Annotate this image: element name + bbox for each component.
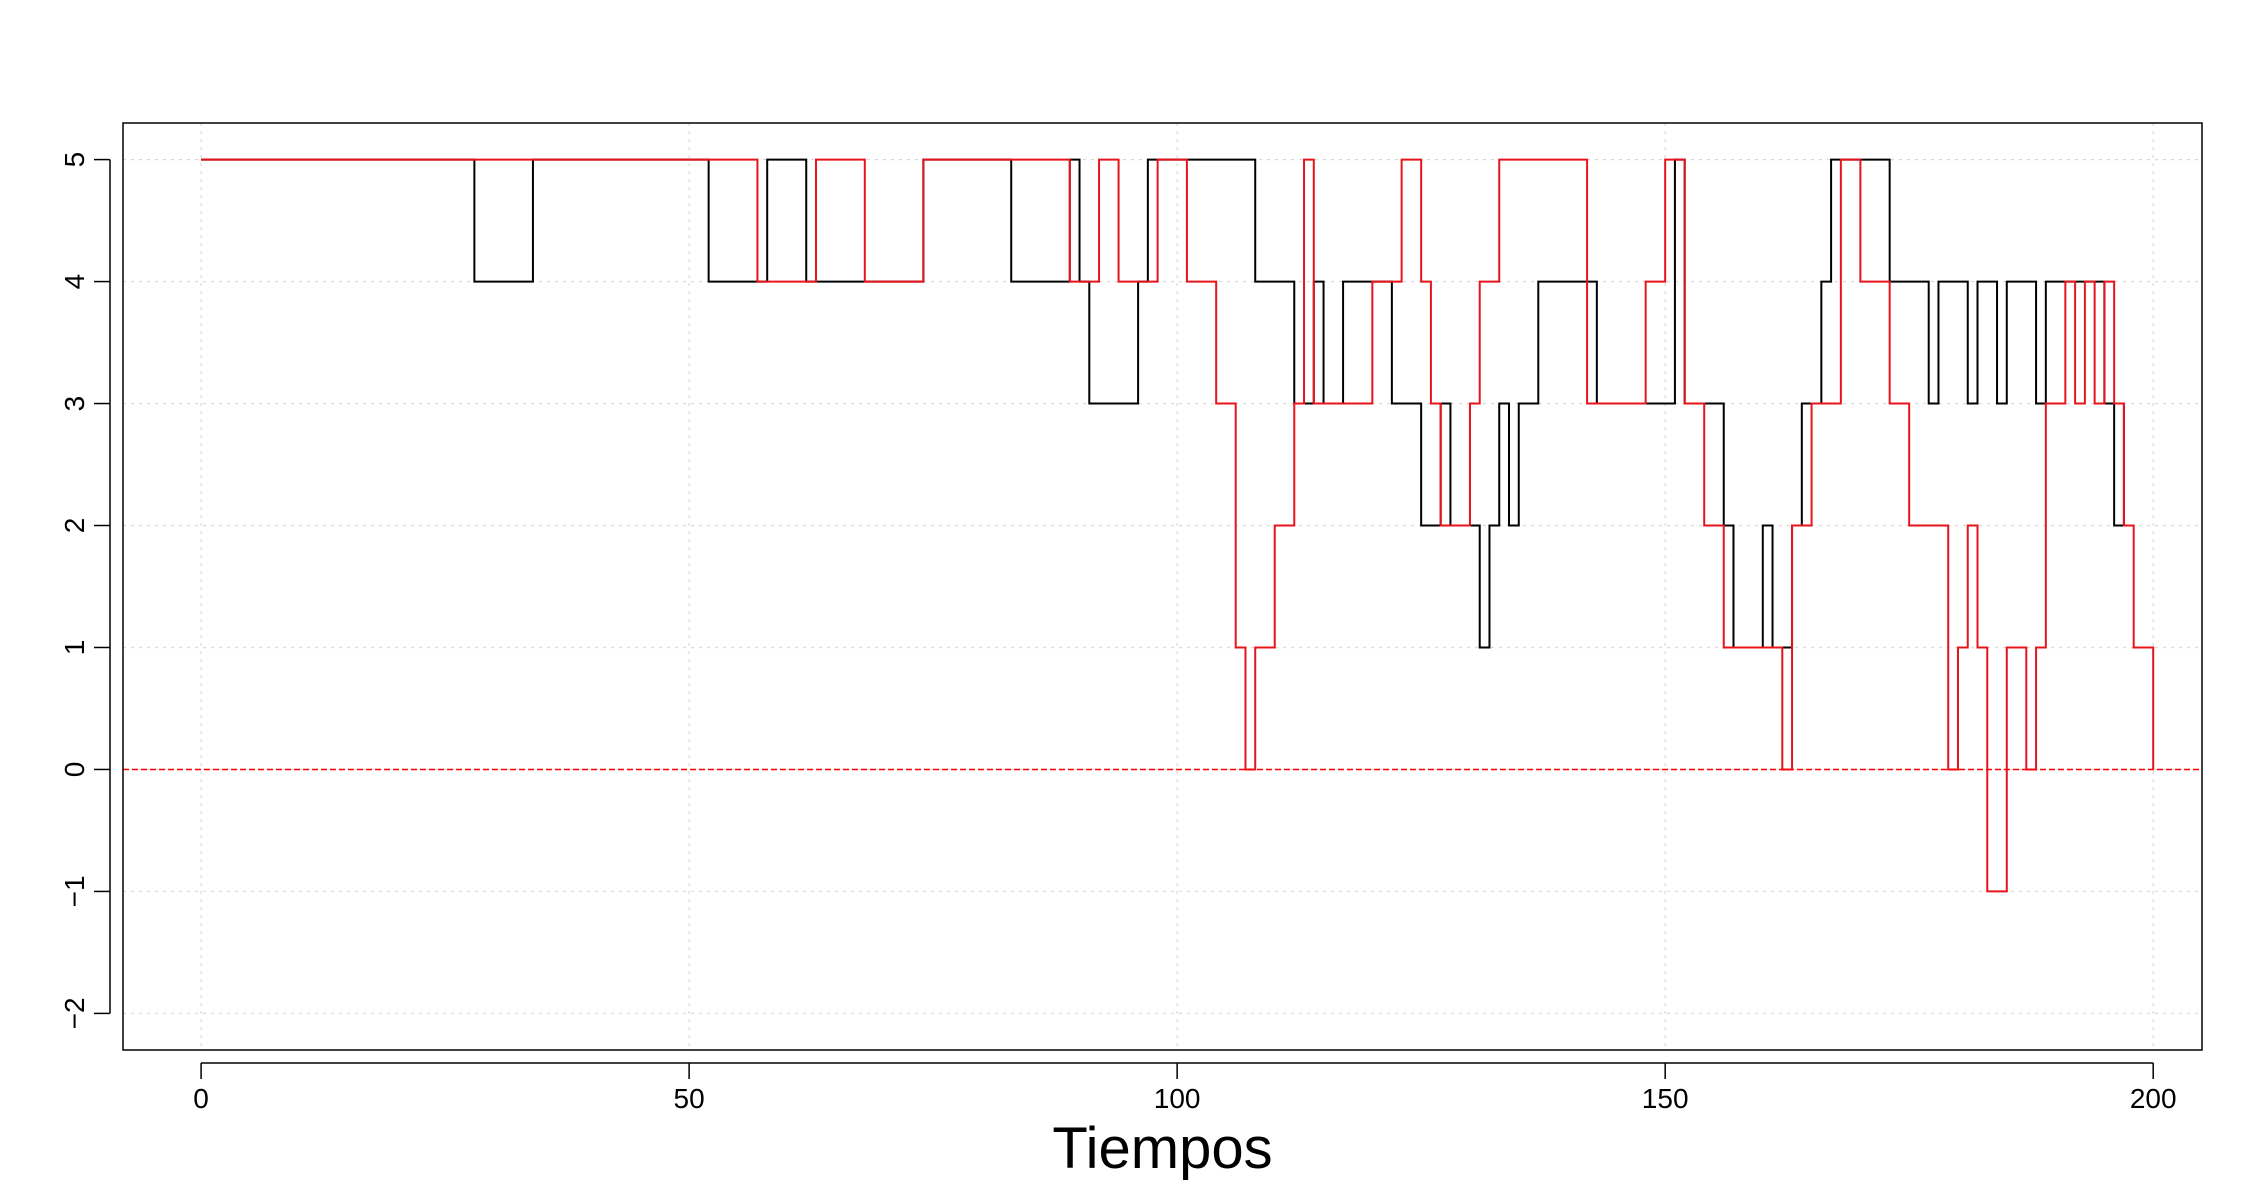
y-tick-label: 4 (59, 274, 90, 290)
plot-frame (122, 122, 2203, 1051)
x-tick-label: 50 (674, 1083, 705, 1114)
y-tick-label: 2 (59, 518, 90, 534)
y-tick-label: 0 (59, 762, 90, 778)
y-axis: −2 −1 0 1 2 3 4 5 (59, 152, 111, 1029)
x-tick-label: 150 (1642, 1083, 1689, 1114)
x-tick-label: 0 (193, 1083, 209, 1114)
series-group (201, 158, 2155, 893)
x-tick-label: 100 (1154, 1083, 1201, 1114)
series-line-1 (201, 158, 2125, 649)
x-axis: 0 50 100 150 200 (193, 1062, 2177, 1114)
y-tick-label: 5 (59, 152, 90, 168)
series-line-2 (201, 158, 2155, 893)
y-tick-label: 3 (59, 396, 90, 412)
y-tick-label: −2 (59, 997, 90, 1029)
x-tick-label: 200 (2130, 1083, 2177, 1114)
y-tick-label: 1 (59, 640, 90, 656)
y-tick-label: −1 (59, 875, 90, 907)
x-axis-title: Tiempos (1052, 1116, 1272, 1181)
